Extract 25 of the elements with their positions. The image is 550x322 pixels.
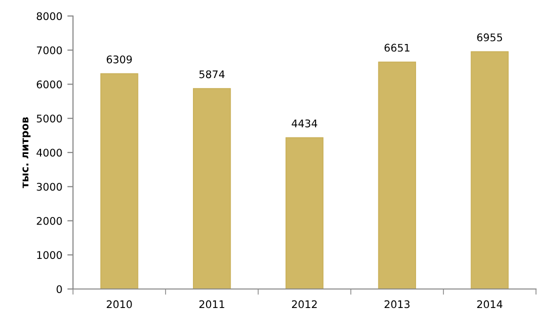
y-tick-label: 5000 [36,114,62,122]
bar [378,62,416,289]
x-tick-label: 2010 [106,300,132,308]
y-tick-label: 1000 [37,251,62,259]
y-axis-title: тыс. литров [22,117,31,188]
y-tick-label: 4000 [36,148,62,157]
bar [100,73,138,289]
x-tick-label: 2013 [384,300,410,308]
x-tick-label: 2012 [292,300,317,308]
bar [470,51,509,289]
y-tick-label: 0 [56,285,62,294]
y-tick-label: 8000 [36,12,62,20]
y-tick-label: 7000 [36,46,62,54]
x-tick-label: 2011 [199,300,224,308]
data-label: 6309 [106,55,132,64]
y-tick-label: 6000 [36,80,62,88]
y-tick-label: 2000 [36,216,62,225]
data-label: 6955 [477,33,502,42]
bar [192,88,231,289]
x-tick-label: 2014 [477,300,502,308]
data-label: 6651 [384,44,410,52]
data-label: 5874 [199,70,225,78]
data-label: 4434 [292,119,318,128]
bar [286,137,324,289]
y-tick-label: 3000 [36,182,62,191]
